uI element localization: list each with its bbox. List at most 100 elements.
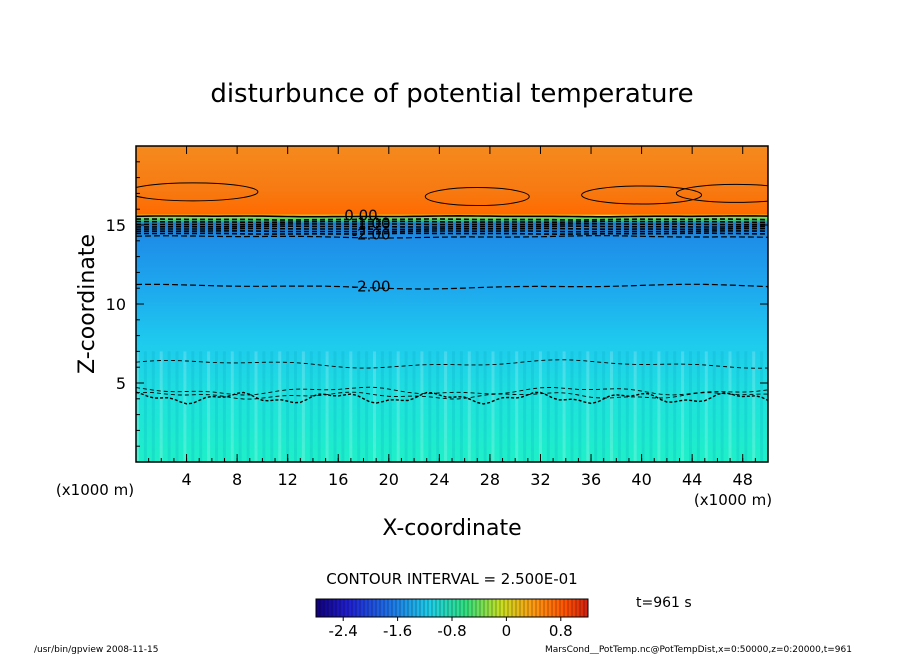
texture-strip (183, 351, 187, 462)
y-axis-title: Z-coordinate (75, 234, 100, 374)
x-tick-label: 28 (480, 470, 500, 489)
texture-strip (681, 351, 685, 462)
footer-right: MarsCond__PotTemp.nc@PotTempDist,x=0:500… (545, 645, 852, 654)
contour-label: -2.00 (352, 278, 391, 296)
texture-strip (412, 351, 416, 462)
texture-strip (151, 351, 155, 462)
texture-strip (467, 351, 471, 462)
contour-line (136, 220, 768, 224)
texture-strip (538, 351, 542, 462)
contour-line (136, 232, 768, 236)
contour-line (136, 391, 768, 400)
contour-label: -1.00 (352, 214, 391, 232)
texture-strip (483, 351, 487, 462)
contour-label: -2.00 (352, 225, 391, 243)
texture-strip (586, 351, 590, 462)
contour-line (136, 235, 768, 239)
texture-strip (388, 351, 392, 462)
texture-strip (341, 351, 345, 462)
texture-strip (570, 351, 574, 462)
texture-strip (720, 351, 724, 462)
texture-strip (712, 351, 716, 462)
field-texture (136, 351, 764, 462)
texture-strip (175, 351, 179, 462)
texture-strip (760, 351, 764, 462)
colorbar-bins (319, 599, 585, 617)
texture-strip (222, 351, 226, 462)
texture-strip (404, 351, 408, 462)
texture-strip (696, 351, 700, 462)
contour-line (136, 214, 768, 218)
colorbar-tick-label: -1.6 (383, 622, 412, 640)
texture-strip (617, 351, 621, 462)
texture-strip (744, 351, 748, 462)
x-tick-label: 4 (181, 470, 191, 489)
contour-line (136, 225, 768, 228)
texture-strip (373, 351, 376, 462)
texture-strip (610, 351, 613, 462)
texture-strip (317, 351, 321, 462)
texture-strip (286, 351, 290, 462)
texture-strip (625, 351, 629, 462)
colorbar-tick-label: 0 (502, 622, 512, 640)
texture-strip (215, 351, 218, 462)
x-axis-title: X-coordinate (382, 516, 521, 541)
colorbar-tick-label: -2.4 (329, 622, 358, 640)
x-tick-label: 44 (682, 470, 702, 489)
texture-strip (254, 351, 258, 462)
texture-strip (420, 351, 424, 462)
texture-strip (475, 351, 479, 462)
texture-strip (167, 351, 171, 462)
texture-strip (554, 351, 558, 462)
contour-loop (581, 185, 703, 205)
x-unit-label-left: (x1000 m) (56, 481, 134, 499)
texture-strip (191, 351, 195, 462)
contour-loop (675, 183, 768, 203)
texture-strip (246, 351, 250, 462)
x-tick-label: 32 (530, 470, 550, 489)
texture-strip (230, 351, 234, 462)
texture-strip (301, 351, 305, 462)
texture-strip (689, 351, 692, 462)
texture-strip (436, 351, 440, 462)
texture-strip (704, 351, 708, 462)
y-axis-ticks: 5 10 15 (106, 145, 768, 463)
y-tick-label: 15 (106, 216, 126, 235)
contour-loop (424, 187, 530, 207)
contour-line (136, 283, 768, 290)
plot-area: 0.00-1.00-2.00-2.00 (136, 146, 768, 462)
colorbar-tick-label: -0.8 (437, 622, 466, 640)
texture-strip (531, 351, 534, 462)
texture-strip (199, 351, 203, 462)
texture-strip (633, 351, 637, 462)
y-tick-label: 10 (106, 295, 126, 314)
x-tick-label: 16 (328, 470, 348, 489)
x-unit-label-right: (x1000 m) (694, 491, 772, 509)
footer-left: /usr/bin/gpview 2008-11-15 (34, 645, 158, 654)
texture-strip (578, 351, 582, 462)
chart-title: disturbunce of potential temperature (210, 79, 693, 109)
texture-strip (143, 351, 147, 462)
contour-line (136, 218, 768, 221)
texture-strip (562, 351, 566, 462)
texture-strip (365, 351, 369, 462)
texture-strip (452, 351, 455, 462)
texture-strip (728, 351, 732, 462)
texture-strip (325, 351, 329, 462)
colorbar-tick-label: 0.8 (549, 622, 573, 640)
texture-strip (396, 351, 400, 462)
x-tick-label: 48 (733, 470, 753, 489)
contour-line (136, 230, 768, 233)
time-label: t=961 s (636, 595, 692, 611)
colorbar: -2.4 -1.6 -0.8 0 0.8 (315, 598, 589, 640)
texture-strip (546, 351, 550, 462)
colorbar-ticks: -2.4 -1.6 -0.8 0 0.8 (329, 617, 573, 640)
texture-strip (380, 351, 384, 462)
y-tick-label: 5 (116, 374, 126, 393)
texture-strip (136, 351, 139, 462)
texture-strip (444, 351, 448, 462)
x-tick-label: 24 (429, 470, 449, 489)
texture-strip (523, 351, 527, 462)
contour-line (136, 223, 768, 226)
